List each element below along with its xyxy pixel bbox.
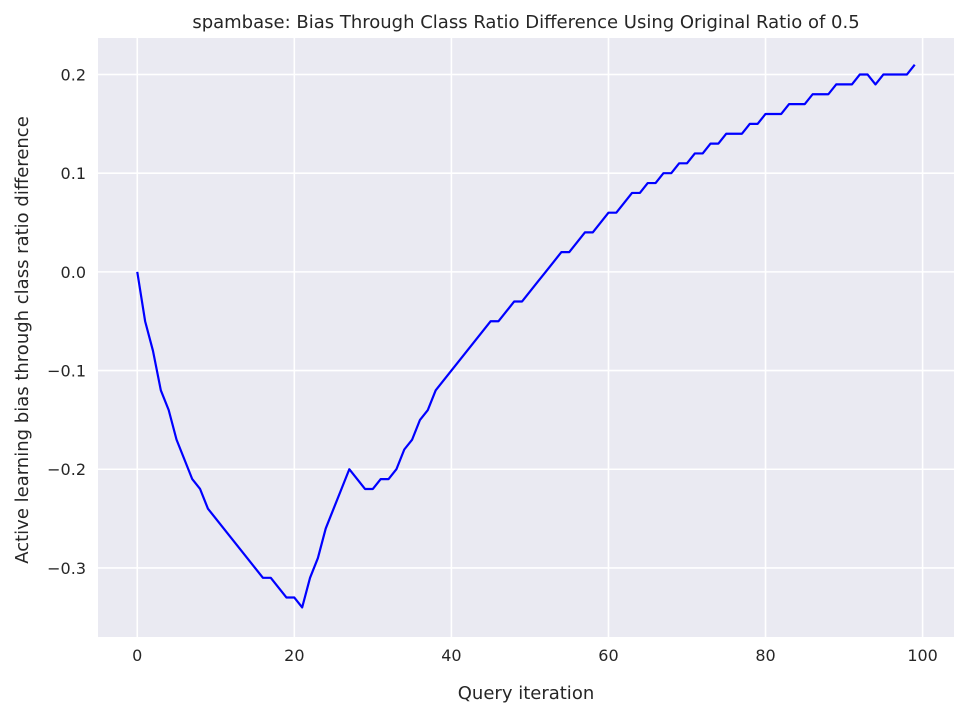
- y-tick-labels: −0.3 −0.2 −0.1 0.0 0.1 0.2: [47, 66, 86, 578]
- series-line: [136, 63, 916, 609]
- y-gridlines: [98, 73, 954, 569]
- series-layer: [136, 63, 916, 609]
- y-tick-label: −0.1: [47, 362, 86, 381]
- x-tick-label: 40: [441, 646, 461, 665]
- y-tick-label: 0.2: [61, 66, 86, 85]
- plot-background: [98, 38, 954, 637]
- y-tick-label: −0.3: [47, 559, 86, 578]
- y-tick-label: 0.0: [61, 263, 86, 282]
- x-gridlines: [136, 38, 924, 637]
- y-tick-label: 0.1: [61, 164, 86, 183]
- y-axis-label: Active learning bias through class ratio…: [12, 116, 33, 564]
- x-axis-label: Query iteration: [458, 683, 594, 704]
- x-tick-label: 80: [755, 646, 775, 665]
- x-tick-label: 100: [907, 646, 938, 665]
- x-tick-labels: 0 20 40 60 80 100: [132, 646, 938, 665]
- y-tick-label: −0.2: [47, 460, 86, 479]
- chart-title: spambase: Bias Through Class Ratio Diffe…: [192, 12, 859, 33]
- x-tick-label: 60: [598, 646, 618, 665]
- x-tick-label: 0: [132, 646, 142, 665]
- x-tick-label: 20: [284, 646, 304, 665]
